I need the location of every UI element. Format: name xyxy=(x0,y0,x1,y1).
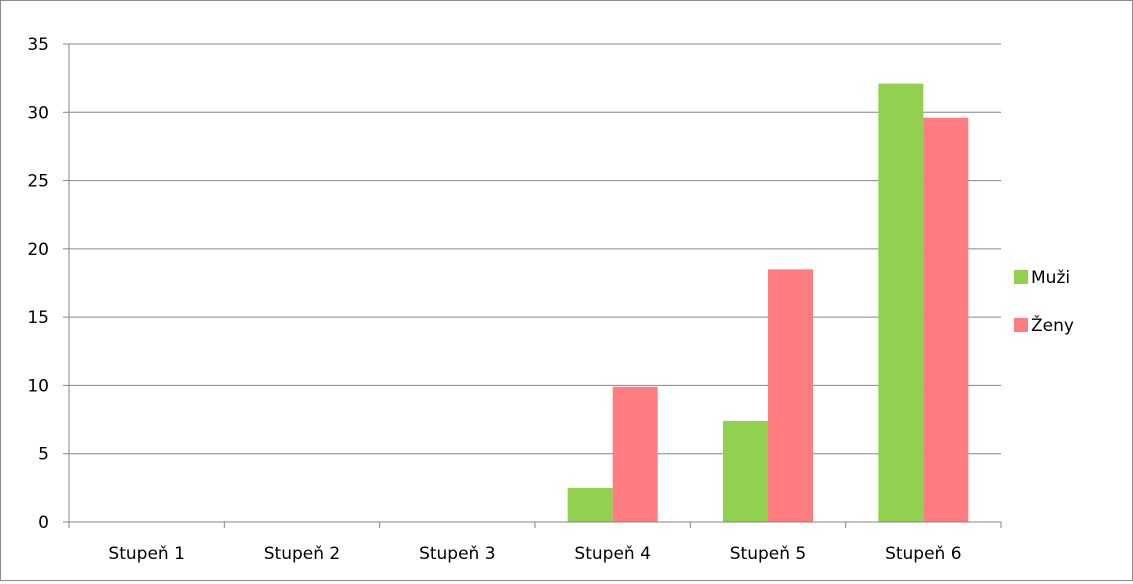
y-tick-label: 35 xyxy=(27,35,49,55)
y-tick-label: 10 xyxy=(27,376,49,396)
legend-swatch-muži xyxy=(1014,270,1028,284)
bar-ženy-6 xyxy=(923,117,969,523)
axes xyxy=(63,43,1002,528)
y-tick-label: 5 xyxy=(38,445,49,465)
y-tick-label: 0 xyxy=(38,513,49,533)
x-tick-label: Stupeň 2 xyxy=(264,544,340,564)
y-tick-labels: 0 5 10 15 20 25 30 35 xyxy=(27,35,49,533)
x-tick-label: Stupeň 1 xyxy=(108,544,184,564)
bar-muži-4 xyxy=(567,487,613,522)
x-tick-labels: Stupeň 1 Stupeň 2 Stupeň 3 Stupeň 4 Stupeň 5… xyxy=(108,544,961,564)
y-tick-label: 15 xyxy=(27,308,49,328)
x-tick-label: Stupeň 4 xyxy=(574,544,650,564)
x-tick-label: Stupeň 3 xyxy=(419,544,495,564)
x-tick-label: Stupeň 6 xyxy=(885,544,961,564)
legend-label-ženy: Ženy xyxy=(1031,314,1074,336)
bar-ženy-5 xyxy=(768,269,813,522)
bar-ženy-4 xyxy=(612,386,658,522)
bar-muži-5 xyxy=(723,420,768,522)
x-tick-label: Stupeň 5 xyxy=(730,544,806,564)
legend: Muži Ženy xyxy=(1014,268,1074,336)
y-tick-label: 30 xyxy=(27,103,49,123)
y-tick-label: 20 xyxy=(27,240,49,260)
legend-swatch-ženy xyxy=(1014,318,1028,332)
legend-label-muži: Muži xyxy=(1031,268,1070,288)
y-tick-label: 25 xyxy=(27,172,49,192)
bar-muži-6 xyxy=(878,83,924,522)
gridlines xyxy=(69,43,1001,455)
bars xyxy=(567,83,969,523)
